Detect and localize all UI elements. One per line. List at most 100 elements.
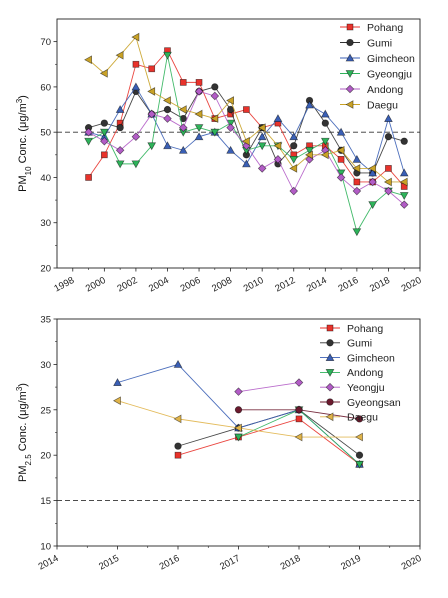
series-gyeongsan xyxy=(234,406,364,423)
data-point xyxy=(234,406,243,414)
data-point xyxy=(194,87,204,96)
legend-marker xyxy=(326,398,334,406)
y-axis-title-end: ) xyxy=(17,383,29,387)
plot-frame xyxy=(56,18,421,269)
legend-label: Yeongju xyxy=(347,382,385,394)
data-point xyxy=(337,155,345,163)
data-point xyxy=(194,109,203,119)
x-tick-label: 2006 xyxy=(179,275,203,295)
y-tick-label: 15 xyxy=(40,496,51,507)
x-tick-label: 2002 xyxy=(115,275,139,295)
legend-marker xyxy=(326,324,334,332)
data-point xyxy=(178,145,188,154)
data-point xyxy=(384,186,393,196)
y-axis-title-sup: 3 xyxy=(15,98,24,103)
legend-marker xyxy=(346,23,354,31)
data-point xyxy=(84,127,93,137)
data-point xyxy=(257,142,267,151)
data-point xyxy=(131,132,141,142)
y-axis-title-main: PM xyxy=(17,465,29,482)
data-point xyxy=(234,433,243,442)
data-point xyxy=(178,105,187,114)
data-point xyxy=(131,160,141,169)
data-point xyxy=(131,32,140,42)
data-point xyxy=(173,414,182,424)
legend-label: Gimcheon xyxy=(367,53,415,65)
data-point xyxy=(289,155,299,164)
data-point xyxy=(257,123,266,133)
series-line xyxy=(238,382,300,393)
x-tick-label: 2017 xyxy=(218,553,242,573)
data-point xyxy=(368,164,377,173)
legend-label: Pohang xyxy=(347,323,383,335)
legend: Pohang Gumi Gimcheon Gyeongju Andong Daegu xyxy=(340,22,415,111)
data-point xyxy=(226,96,234,105)
legend-label: Daegu xyxy=(347,412,378,424)
data-point xyxy=(194,132,204,141)
data-point xyxy=(113,378,122,386)
data-point xyxy=(210,128,220,137)
legend-marker xyxy=(346,38,354,47)
x-tick-label: 2018 xyxy=(368,275,392,295)
data-point xyxy=(211,83,219,91)
legend: Pohang Gumi Gimcheon Andong Yeongju Gyeongsan… xyxy=(320,323,401,424)
data-point xyxy=(384,114,393,122)
data-point xyxy=(241,136,250,146)
data-point xyxy=(226,123,235,132)
data-point xyxy=(100,119,108,127)
data-point xyxy=(368,201,378,210)
data-point xyxy=(99,68,108,78)
pm10-chart: 1998 2000 2002 2004 2006 2008 2010 2012 2014 2016… xyxy=(15,18,423,295)
data-point xyxy=(179,114,187,123)
data-point xyxy=(234,387,243,396)
y-tick-label: 30 xyxy=(40,360,51,371)
y-axis-title-sub: 10 xyxy=(24,166,33,175)
y-axis-title-sup: 3 xyxy=(15,386,24,391)
y-axis-title-main: PM xyxy=(17,175,29,192)
data-point xyxy=(210,91,220,101)
data-point xyxy=(352,228,362,237)
series-andong xyxy=(84,87,409,209)
data-point xyxy=(399,168,409,177)
data-point xyxy=(243,106,250,113)
data-point xyxy=(163,105,172,114)
y-axis-title-end: ) xyxy=(17,95,29,99)
legend-marker xyxy=(345,70,355,79)
data-point xyxy=(233,423,242,433)
data-point xyxy=(352,154,362,163)
data-point xyxy=(289,164,298,173)
data-point xyxy=(147,109,156,119)
data-point xyxy=(305,150,313,160)
legend-marker xyxy=(345,53,355,62)
data-point xyxy=(112,396,121,406)
data-point xyxy=(352,186,362,196)
y-axis-title-sub: 2.5 xyxy=(24,454,33,466)
legend-label: Pohang xyxy=(367,22,403,34)
y-tick-label: 10 xyxy=(40,542,51,553)
x-tick-label: 2018 xyxy=(279,553,303,573)
legend-label: Gimcheon xyxy=(347,352,395,364)
data-point xyxy=(305,100,314,109)
series-daegu xyxy=(112,396,363,442)
data-point xyxy=(116,124,124,132)
data-point xyxy=(162,96,171,105)
data-point xyxy=(273,114,283,122)
data-point xyxy=(194,124,204,133)
data-point xyxy=(115,160,125,169)
x-tick-label: 2010 xyxy=(242,275,266,295)
legend-label: Andong xyxy=(347,367,383,379)
data-point xyxy=(99,128,109,137)
legend-label: Gyeongsan xyxy=(347,397,401,409)
data-point xyxy=(147,87,156,96)
data-point xyxy=(385,165,392,172)
pm25-chart: 2014 2015 2016 2017 2018 2019 2020 10 15 20 25 30 35… xyxy=(15,315,424,573)
legend-marker xyxy=(345,100,354,109)
data-point xyxy=(84,55,92,65)
data-point xyxy=(226,145,236,154)
data-point xyxy=(320,150,329,160)
y-axis-title: PM2.5 Conc. (μg/m3) xyxy=(15,383,33,482)
data-point xyxy=(179,79,187,86)
data-point xyxy=(163,51,172,60)
data-point xyxy=(320,109,330,118)
